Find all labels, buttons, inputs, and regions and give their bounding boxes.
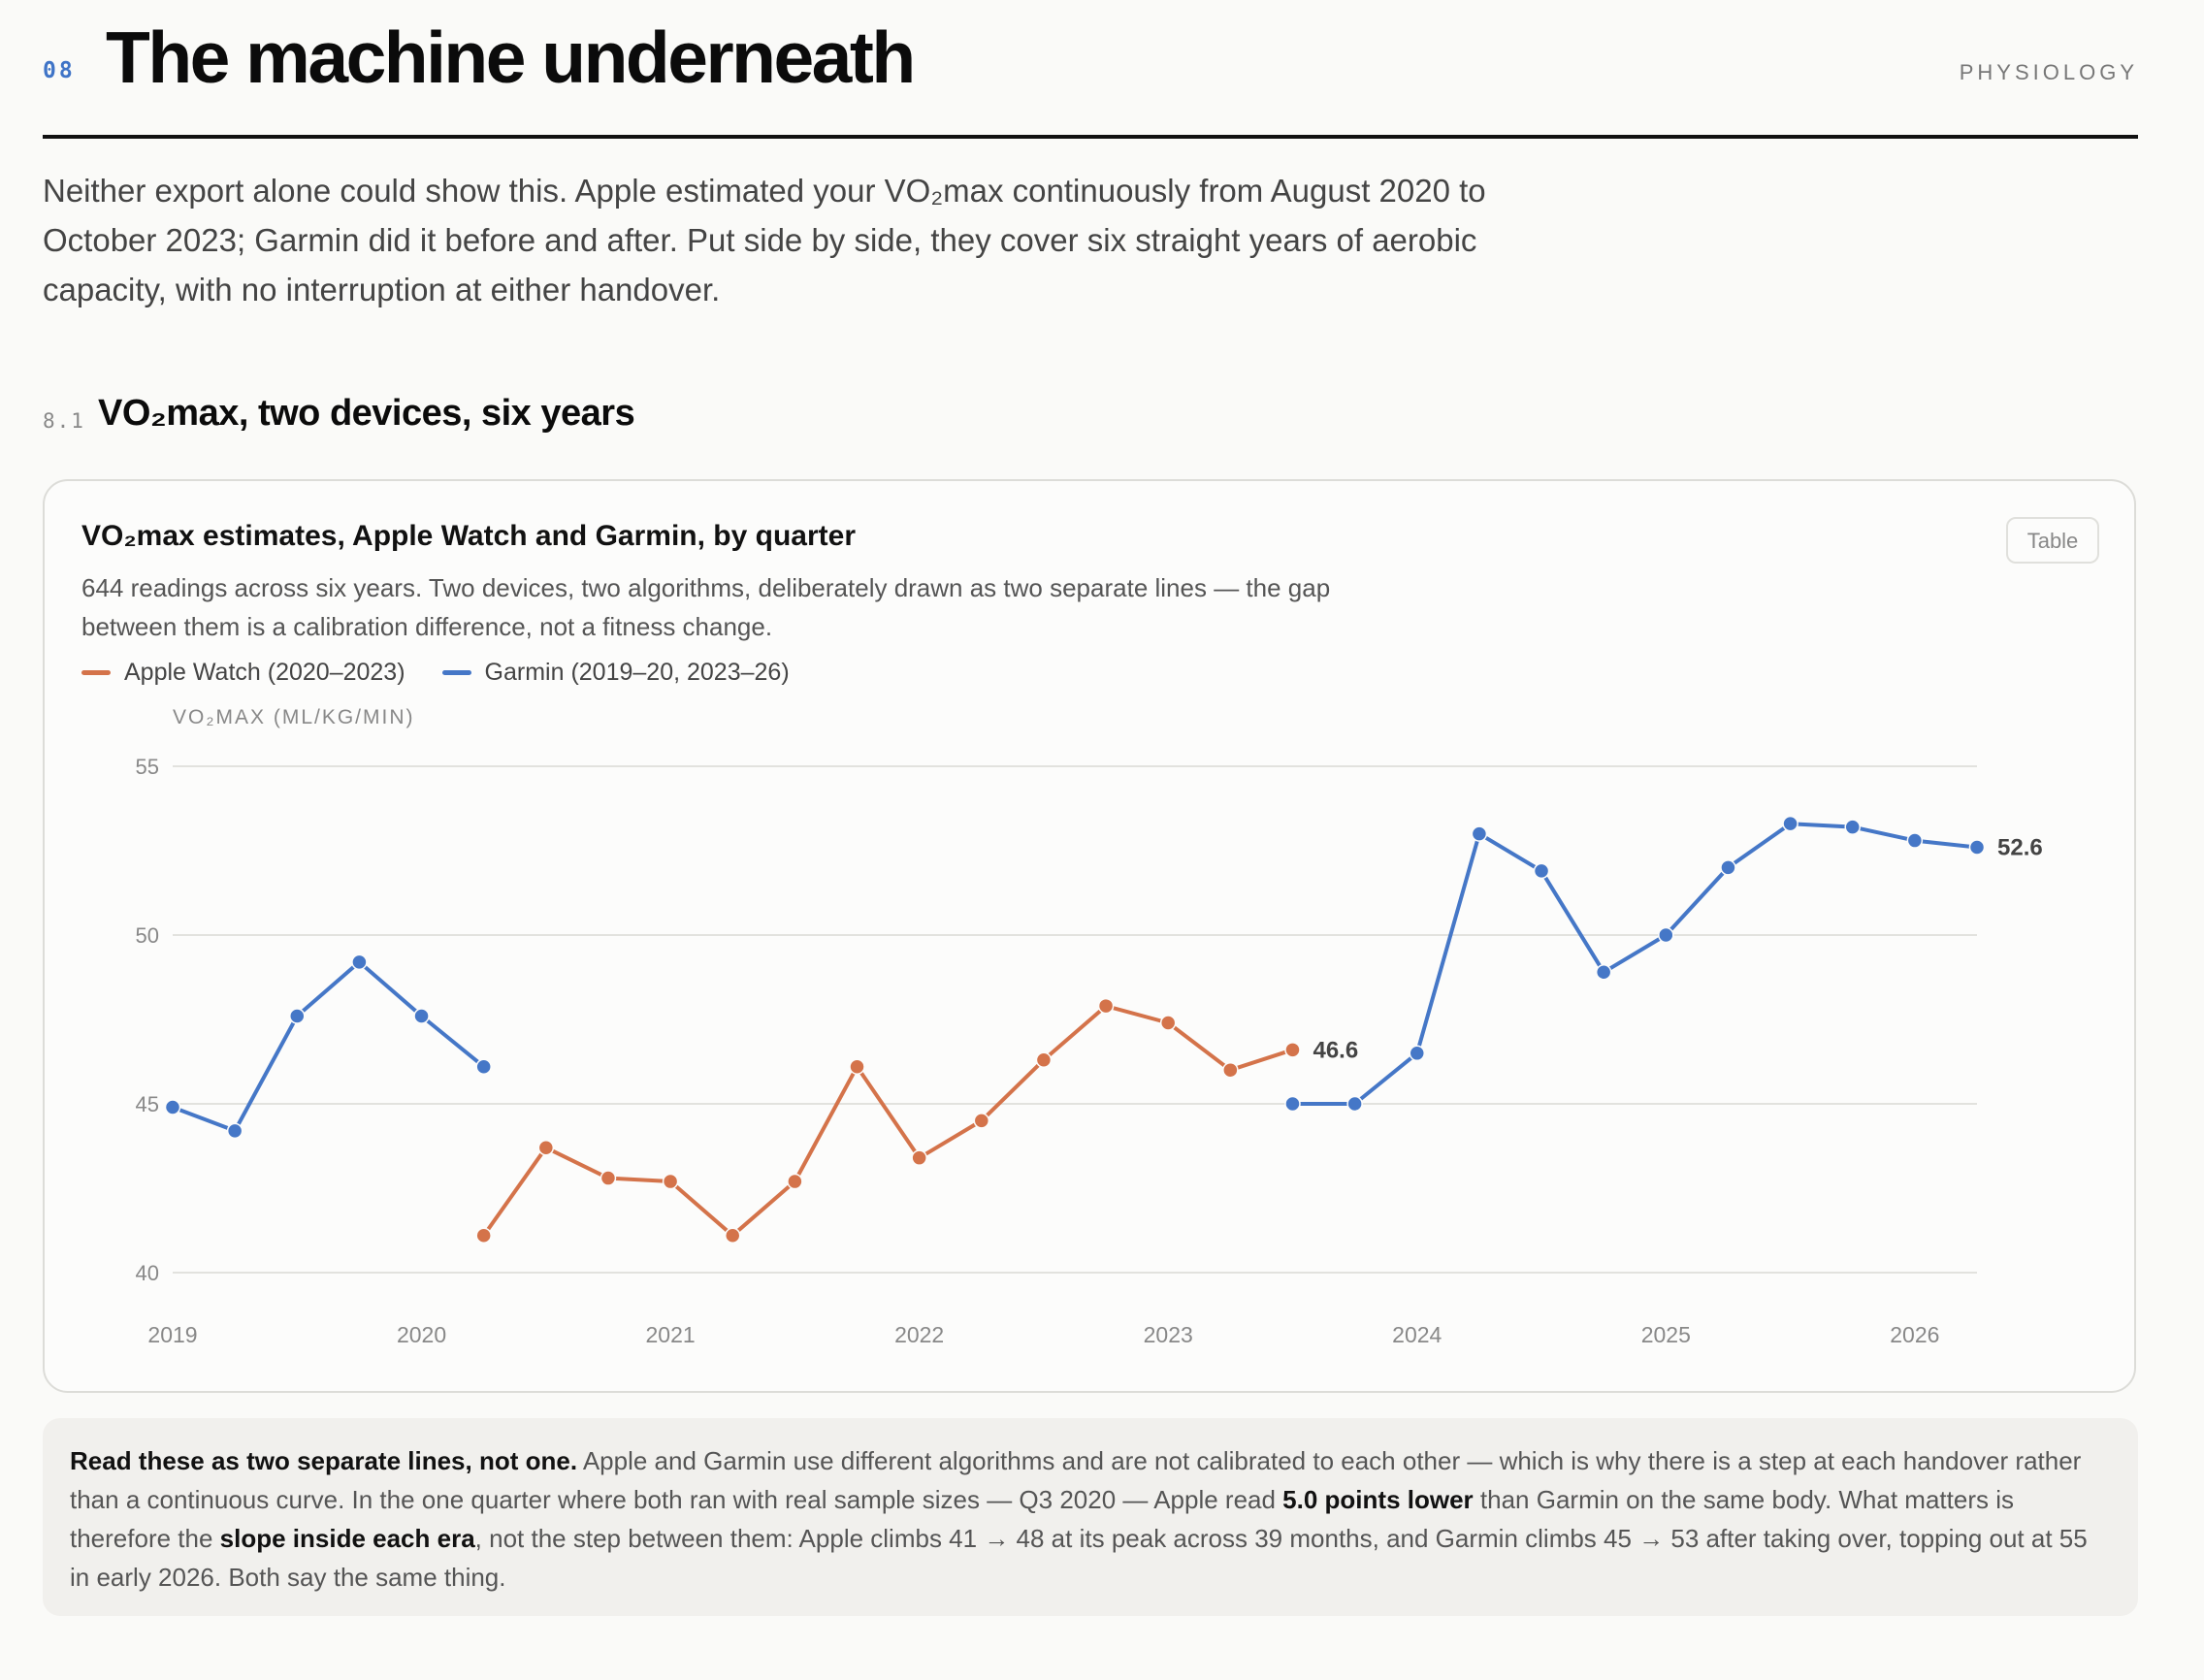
legend-swatch-apple bbox=[81, 669, 111, 675]
series-line-apple-0 bbox=[481, 1004, 1295, 1238]
y-axis-label: VO₂MAX (ML/KG/MIN) bbox=[173, 706, 415, 728]
x-tick-label: 2019 bbox=[147, 1322, 197, 1347]
data-point-garmin bbox=[289, 1008, 306, 1024]
note-lead: Read these as two separate lines, not on… bbox=[70, 1446, 578, 1475]
data-point-apple bbox=[537, 1139, 555, 1156]
grid-lines bbox=[173, 765, 1977, 1274]
y-tick-label: 45 bbox=[136, 1092, 159, 1116]
vo2max-line-chart: VO₂MAX (ML/KG/MIN) 40 45 50 55 2019 2020 2021… bbox=[136, 706, 2043, 1347]
data-point-apple bbox=[1035, 1051, 1053, 1069]
section-header: 08 The machine underneath PHYSIOLOGY bbox=[43, 0, 2138, 139]
y-tick-label: 55 bbox=[136, 755, 159, 779]
data-point-garmin bbox=[226, 1122, 243, 1140]
page-title: The machine underneath bbox=[106, 16, 916, 98]
note-text-2: than Garmin on the same body. What matte… bbox=[70, 1485, 2014, 1553]
series-garmin bbox=[164, 815, 1986, 1140]
interpretation-note: Read these as two separate lines, not on… bbox=[43, 1418, 2138, 1616]
end-label-garmin: 52.6 bbox=[1997, 835, 2043, 861]
data-point-apple bbox=[849, 1058, 865, 1075]
data-point-apple bbox=[973, 1113, 990, 1129]
data-point-garmin bbox=[1720, 859, 1736, 876]
data-point-apple bbox=[1222, 1061, 1239, 1079]
data-point-garmin bbox=[1658, 926, 1674, 944]
legend-swatch-garmin bbox=[441, 669, 471, 675]
note-text-1: Apple and Garmin use different algorithm… bbox=[70, 1446, 2082, 1514]
data-point-garmin bbox=[413, 1008, 430, 1024]
legend-label-garmin: Garmin (2019–20, 2023–26) bbox=[484, 658, 790, 686]
series-line-garmin-0 bbox=[171, 959, 486, 1133]
series-line-garmin-1 bbox=[1290, 822, 1979, 1106]
subsection-number: 8.1 bbox=[43, 409, 85, 433]
chart-title: VO₂max estimates, Apple Watch and Garmin… bbox=[81, 520, 856, 552]
note-text-3: , not the step between them: Apple climb… bbox=[70, 1524, 2088, 1592]
data-point-apple bbox=[911, 1149, 927, 1166]
data-point-garmin bbox=[1782, 815, 1799, 832]
x-tick-labels: 2019 2020 2021 2022 2023 2024 2025 2026 bbox=[147, 1322, 1939, 1347]
data-point-garmin bbox=[1595, 964, 1612, 981]
data-point-garmin bbox=[1968, 839, 1986, 856]
chart-subtitle: 644 readings across six years. Two devic… bbox=[81, 573, 1331, 641]
note-emphasis-1: 5.0 points lower bbox=[1282, 1485, 1474, 1514]
data-point-apple bbox=[600, 1170, 617, 1186]
data-point-garmin bbox=[1844, 819, 1861, 835]
legend-label-apple: Apple Watch (2020–2023) bbox=[124, 658, 405, 686]
end-labels: 46.6 52.6 bbox=[1313, 835, 2042, 1064]
legend-item-garmin: Garmin (2019–20, 2023–26) bbox=[441, 658, 790, 687]
intro-paragraph: Neither export alone could show this. Ap… bbox=[43, 173, 1486, 307]
chart-card: VO₂max estimates, Apple Watch and Garmin… bbox=[43, 479, 2136, 1393]
data-point-apple bbox=[1159, 1015, 1177, 1031]
x-tick-label: 2025 bbox=[1641, 1322, 1691, 1347]
data-point-garmin bbox=[164, 1099, 181, 1115]
chart-legend: Apple Watch (2020–2023) Garmin (2019–20,… bbox=[81, 656, 826, 689]
section-number: 08 bbox=[43, 58, 76, 83]
x-tick-label: 2021 bbox=[646, 1322, 696, 1347]
subsection-title: VO₂max, two devices, six years bbox=[98, 393, 635, 434]
end-label-apple: 46.6 bbox=[1313, 1037, 1358, 1063]
x-tick-label: 2026 bbox=[1890, 1322, 1939, 1347]
data-point-apple bbox=[662, 1173, 679, 1190]
data-point-garmin bbox=[1409, 1045, 1426, 1062]
x-tick-label: 2023 bbox=[1144, 1322, 1193, 1347]
data-point-apple bbox=[475, 1227, 492, 1244]
data-point-garmin bbox=[1284, 1095, 1301, 1113]
legend-item-apple: Apple Watch (2020–2023) bbox=[81, 659, 405, 687]
y-tick-label: 40 bbox=[136, 1261, 159, 1285]
table-view-button[interactable]: Table bbox=[2006, 517, 2099, 564]
x-tick-label: 2024 bbox=[1392, 1322, 1442, 1347]
data-point-garmin bbox=[1346, 1095, 1363, 1113]
data-point-apple bbox=[724, 1227, 741, 1244]
data-point-garmin bbox=[1533, 862, 1550, 880]
data-point-garmin bbox=[475, 1058, 492, 1075]
note-emphasis-2: slope inside each era bbox=[219, 1524, 475, 1553]
series-layer bbox=[164, 815, 1986, 1244]
y-tick-labels: 40 45 50 55 bbox=[136, 755, 159, 1285]
section-kicker: PHYSIOLOGY bbox=[1959, 60, 2138, 84]
data-point-apple bbox=[787, 1173, 803, 1190]
y-tick-label: 50 bbox=[136, 923, 159, 948]
data-point-garmin bbox=[1471, 825, 1488, 842]
x-tick-label: 2020 bbox=[397, 1322, 446, 1347]
data-point-garmin bbox=[1906, 832, 1924, 849]
data-point-apple bbox=[1097, 997, 1115, 1015]
x-tick-label: 2022 bbox=[894, 1322, 944, 1347]
series-apple bbox=[475, 997, 1301, 1244]
data-point-garmin bbox=[351, 953, 368, 971]
data-point-apple bbox=[1284, 1042, 1301, 1058]
